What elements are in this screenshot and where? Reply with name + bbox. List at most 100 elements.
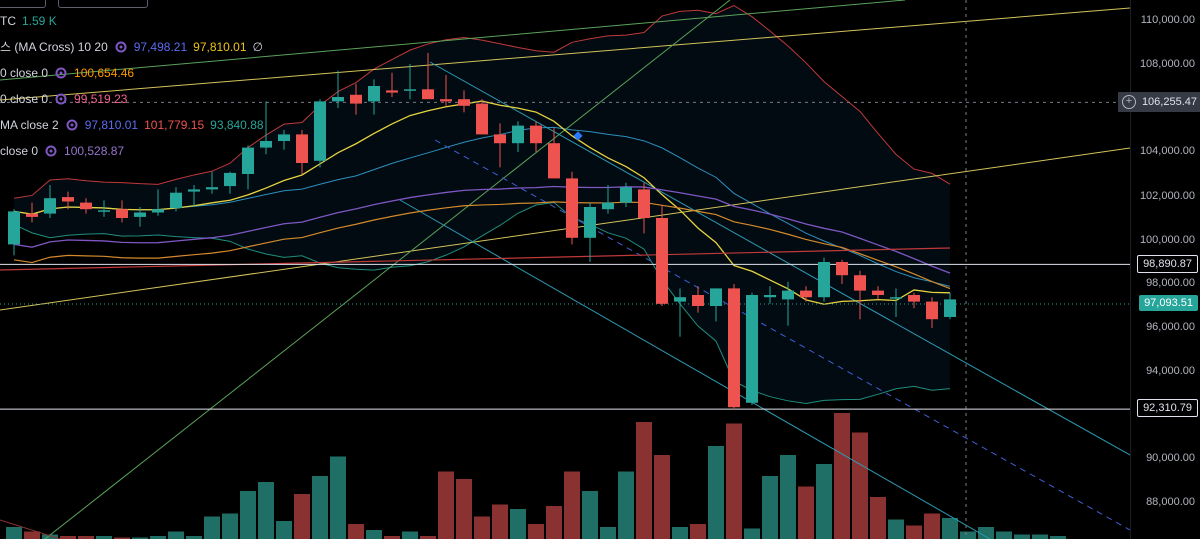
candle-body: [764, 295, 776, 298]
volume-bar: [330, 456, 346, 539]
gear-loop-icon[interactable]: [54, 92, 68, 106]
candle-body: [98, 210, 110, 212]
legend-ma-name-3: close 0: [0, 144, 39, 158]
volume-bar: [240, 491, 256, 539]
candle-body: [710, 288, 722, 306]
candle-body: [44, 198, 56, 214]
volume-bar: [1050, 536, 1066, 539]
volume-bar: [186, 536, 202, 539]
volume-bar: [978, 527, 994, 539]
volume-bar: [960, 531, 976, 539]
trend-line-blue-lower: [399, 199, 991, 539]
legend-ma-row-1[interactable]: 0 close 0 100,654.46: [0, 60, 270, 86]
price-axis[interactable]: 110,000.00 108,000.00 + 106,255.47 104,0…: [1117, 0, 1200, 539]
volume-bar: [528, 524, 544, 539]
axis-tick: 98,000.00: [1146, 277, 1195, 289]
candle-body: [638, 189, 650, 218]
candle-body: [800, 290, 812, 298]
ma-line-orange: [13, 201, 951, 290]
toolbar-stub-left[interactable]: [0, 0, 46, 8]
volume-bar: [78, 536, 94, 539]
axis-tick: 96,000.00: [1146, 321, 1195, 333]
legend-ma-row-3[interactable]: close 0 100,528.87: [0, 138, 270, 164]
candle-body: [944, 299, 956, 317]
volume-bar: [312, 476, 328, 539]
trend-line-green-steep: [44, 0, 731, 539]
axis-tick: 104,000.00: [1139, 145, 1195, 157]
trend-line-yellow-upper: [0, 7, 1130, 101]
current-price-label: 97,093.51: [1139, 295, 1198, 311]
candle-body: [728, 288, 740, 408]
volume-bar: [96, 536, 112, 539]
axis-tick: 108,000.00: [1139, 58, 1195, 70]
volume-bar: [204, 516, 220, 539]
candle-body: [134, 212, 146, 217]
gear-loop-icon[interactable]: [114, 40, 128, 54]
volume-bar: [726, 423, 742, 539]
candle-body: [692, 295, 704, 306]
candle-body: [188, 189, 200, 192]
candle-body: [350, 94, 362, 104]
volume-bar: [942, 518, 958, 539]
candle-body: [62, 197, 74, 202]
candle-body: [908, 295, 920, 302]
legend-symbol-name: TC: [0, 14, 16, 28]
legend-bb-row[interactable]: MA close 2 97,810.01 101,779.15 93,840.8…: [0, 112, 270, 138]
price-chart[interactable]: ◆: [0, 0, 1130, 539]
trend-lines: [0, 0, 1130, 539]
candle-body: [818, 262, 830, 298]
gear-loop-icon[interactable]: [44, 144, 58, 158]
axis-tick: 88,000.00: [1146, 496, 1195, 508]
volume-bar: [546, 506, 562, 539]
legend-volume-value: 1.59 K: [22, 14, 57, 28]
volume-bar: [870, 497, 886, 539]
trend-line-blue-channel: [429, 61, 1130, 456]
volume-bar: [708, 446, 724, 539]
candle-body: [314, 101, 326, 161]
candle-body: [530, 125, 542, 144]
volume-bar: [996, 531, 1012, 539]
level-low-label: 92,310.79: [1137, 399, 1198, 417]
legend-bb-name: MA close 2: [0, 118, 59, 132]
legend-ma-row-2[interactable]: 0 close 0 99,519.23: [0, 86, 270, 112]
toolbar-stub-right[interactable]: [58, 0, 148, 8]
gear-loop-icon[interactable]: [65, 118, 79, 132]
bollinger-upper-line: [13, 4, 951, 199]
volume-bar: [1014, 534, 1030, 539]
volume-bar: [294, 494, 310, 539]
crosshair-price-value: 106,255.47: [1141, 96, 1197, 108]
candle-body: [170, 192, 182, 209]
legend-ma-cross-row[interactable]: 스 (MA Cross) 10 20 97,498.21 97,810.01 ∅: [0, 34, 270, 60]
volume-bar: [366, 530, 382, 539]
candles: ◆: [8, 53, 956, 410]
volume-bar: [636, 422, 652, 539]
candle-body: [584, 207, 596, 238]
legend-symbol-row[interactable]: TC 1.59 K: [0, 8, 270, 34]
candle-body: [80, 202, 92, 210]
volume-bar: [618, 471, 634, 539]
volume-bar: [834, 413, 850, 539]
candle-body: [494, 134, 506, 144]
legend-bb-lower: 93,840.88: [210, 118, 264, 132]
candle-body: [566, 178, 578, 238]
candle-body: [206, 187, 218, 190]
volume-bar: [222, 513, 238, 539]
volume-bar: [852, 432, 868, 539]
trend-line-red-volume: [0, 519, 61, 539]
level-high-label: 98,890.87: [1137, 255, 1198, 273]
plus-circle-icon[interactable]: +: [1121, 95, 1136, 109]
candle-body: [278, 134, 290, 141]
trend-line-dashed: [434, 139, 1130, 531]
candle-body: [458, 99, 470, 106]
volume-bar: [762, 476, 778, 539]
legend-bb-upper: 101,779.15: [144, 118, 205, 132]
volume-bar: [654, 455, 670, 539]
candle-body: [296, 134, 308, 163]
volume-bar: [114, 537, 130, 539]
legend-ma-name-1: 0 close 0: [0, 66, 49, 80]
volume-bar: [690, 524, 706, 539]
volume-bar: [888, 519, 904, 539]
gear-loop-icon[interactable]: [54, 66, 68, 80]
candle-body: [404, 89, 416, 91]
candle-body: [890, 297, 902, 299]
